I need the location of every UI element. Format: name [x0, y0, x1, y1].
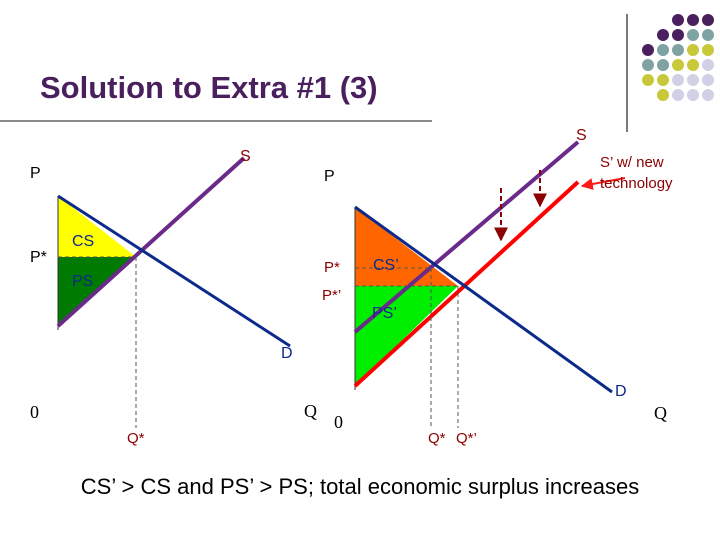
decorative-rule [626, 14, 628, 132]
right-demand-curve [354, 205, 613, 394]
decorative-dot [702, 14, 714, 26]
left-cs-area [58, 196, 136, 257]
decorative-dot [642, 74, 654, 86]
right-new-supply-label-line2: technology [600, 175, 673, 192]
decorative-dot [657, 44, 669, 56]
left-demand-label: D [281, 345, 293, 362]
right-q-star-new-label: Q*’ [456, 430, 477, 447]
decorative-dot [687, 29, 699, 41]
decorative-dot [687, 14, 699, 26]
slide-title: Solution to Extra #1 (3) [40, 70, 378, 105]
left-demand-curve [57, 194, 291, 348]
left-p-axis-label: P [30, 165, 41, 182]
right-graph: P P* P*’ 0 Q* Q*’ Q S S’ w/ new technolo… [322, 127, 673, 447]
decorative-dot [657, 74, 669, 86]
decorative-dot [702, 89, 714, 101]
left-graph: P P* 0 Q* Q S D CS PS [30, 148, 317, 447]
left-p-star-label: P* [30, 249, 47, 266]
right-demand-label: D [615, 383, 627, 400]
right-q-axis-label: Q [654, 403, 667, 423]
right-p-star-new-label: P*’ [322, 287, 341, 304]
right-cs-label: CS’ [373, 257, 399, 274]
right-supply-label: S [576, 127, 587, 144]
decorative-dot [672, 74, 684, 86]
decorative-dot [672, 59, 684, 71]
right-new-supply-label-line1: S’ w/ new [600, 154, 664, 171]
decorative-dot [672, 44, 684, 56]
decorative-dot [642, 44, 654, 56]
right-p-star-label: P* [324, 259, 340, 276]
left-supply-curve [56, 156, 246, 328]
decorative-dot [642, 59, 654, 71]
left-cs-label: CS [72, 233, 94, 250]
left-origin-label: 0 [30, 402, 39, 422]
decorative-dot [672, 89, 684, 101]
decorative-dot [702, 59, 714, 71]
decorative-dot [687, 59, 699, 71]
decorative-dot [672, 29, 684, 41]
decorative-dot [702, 44, 714, 56]
right-ps-label: PS’ [372, 305, 397, 322]
decorative-dot [657, 29, 669, 41]
right-q-star-label: Q* [428, 430, 446, 447]
decorative-dot-grid [642, 14, 714, 101]
decorative-dot [702, 74, 714, 86]
title-underline [0, 120, 432, 122]
decorative-dot [702, 29, 714, 41]
decorative-dot [687, 44, 699, 56]
decorative-dot [672, 14, 684, 26]
decorative-dot [687, 89, 699, 101]
right-new-supply-curve [353, 180, 580, 388]
left-q-axis-label: Q [304, 401, 317, 421]
new-supply-pointer-arrow [580, 177, 626, 190]
decorative-dot [657, 89, 669, 101]
right-origin-label: 0 [334, 412, 343, 432]
decorative-dot [687, 74, 699, 86]
left-ps-label: PS [72, 273, 93, 290]
left-supply-label: S [240, 148, 251, 165]
left-q-star-label: Q* [127, 430, 145, 447]
decorative-dot [657, 59, 669, 71]
right-p-axis-label: P [324, 168, 335, 185]
caption: CS’ > CS and PS’ > PS; total economic su… [80, 474, 640, 499]
